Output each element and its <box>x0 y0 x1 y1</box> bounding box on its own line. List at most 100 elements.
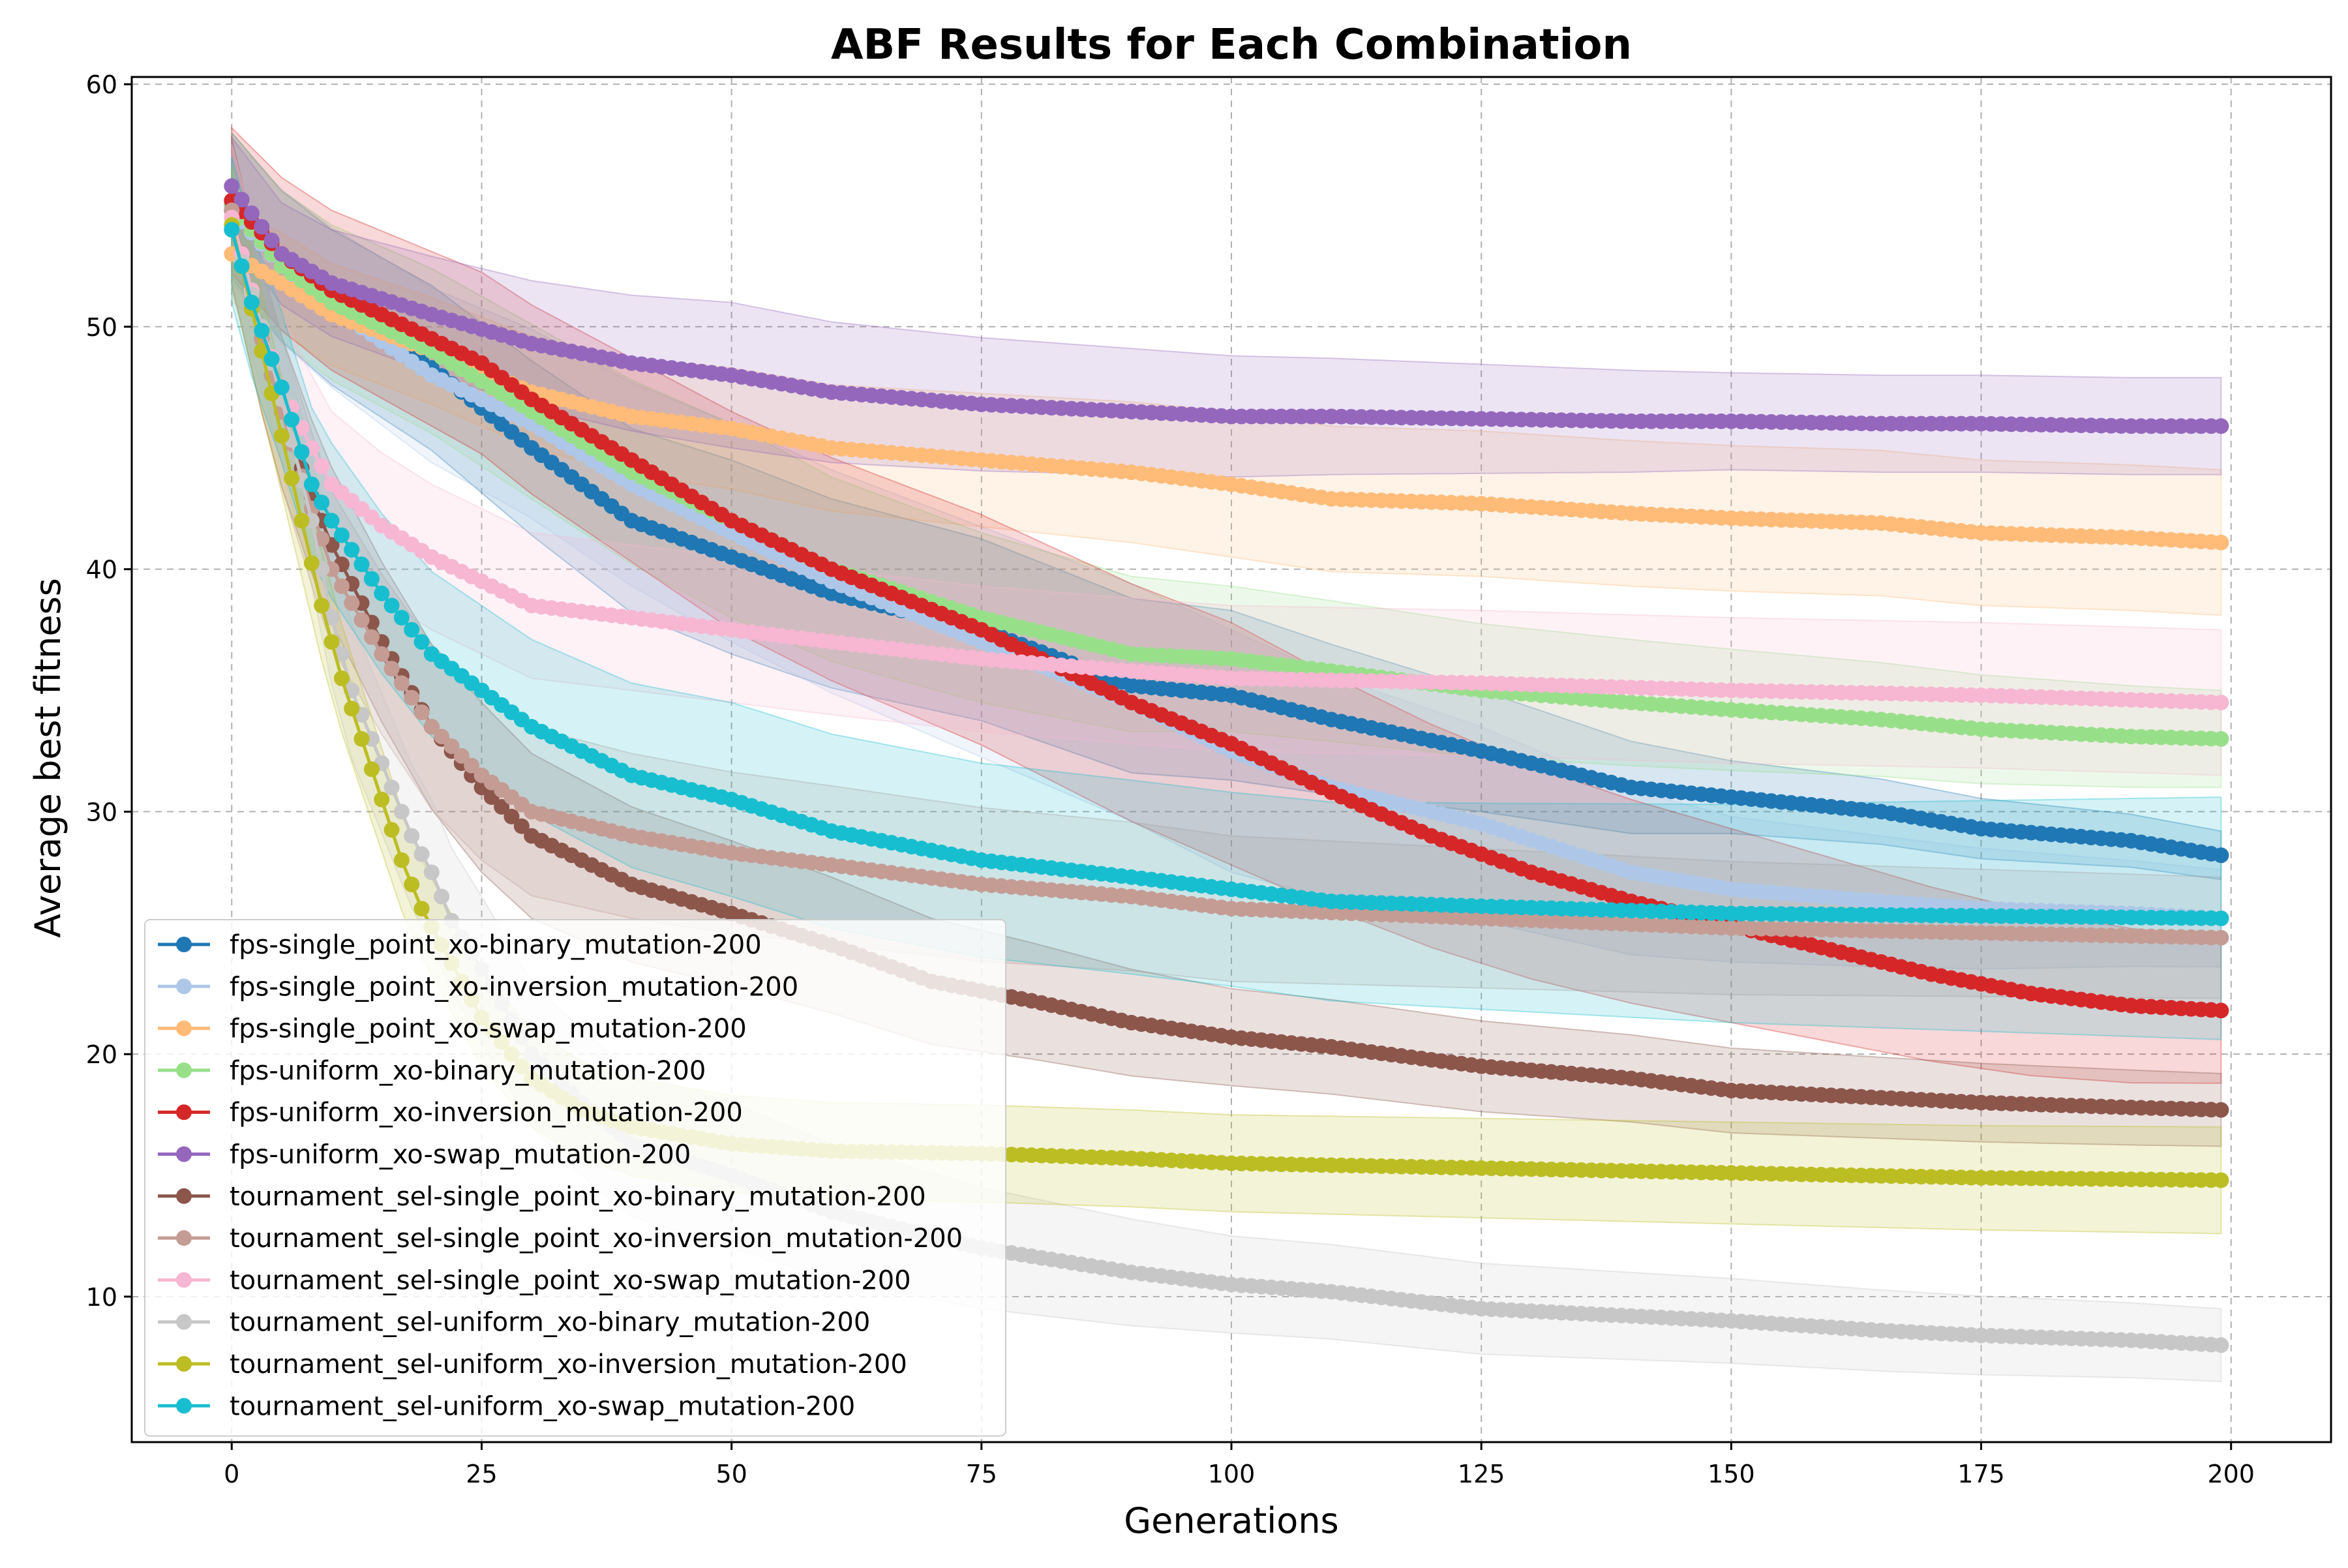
data-point <box>314 597 330 614</box>
legend-item: tournament_sel-uniform_xo-swap_mutation-… <box>158 1391 855 1421</box>
data-point <box>363 571 380 587</box>
legend-label: tournament_sel-uniform_xo-inversion_muta… <box>230 1349 907 1380</box>
data-point <box>2213 731 2229 747</box>
legend-item: tournament_sel-uniform_xo-binary_mutatio… <box>158 1308 870 1338</box>
data-point <box>393 852 410 868</box>
data-point <box>414 634 430 650</box>
y-tick-label: 60 <box>86 70 117 99</box>
legend-swatch-marker <box>176 1356 192 1372</box>
legend-swatch-marker <box>176 1020 192 1036</box>
y-tick-label: 50 <box>86 313 117 342</box>
legend-label: tournament_sel-single_point_xo-inversion… <box>230 1224 963 1254</box>
data-point <box>404 689 420 706</box>
x-tick-label: 150 <box>1708 1460 1755 1488</box>
data-point <box>434 888 450 905</box>
legend-label: tournament_sel-uniform_xo-binary_mutatio… <box>230 1308 870 1338</box>
data-point <box>504 808 520 824</box>
data-point <box>254 323 270 339</box>
data-point <box>324 513 340 529</box>
legend-swatch-marker <box>176 978 192 995</box>
data-point <box>2213 911 2229 926</box>
legend-label: tournament_sel-uniform_xo-swap_mutation-… <box>230 1391 855 1421</box>
legend-item: tournament_sel-single_point_xo-binary_mu… <box>158 1182 926 1212</box>
data-point <box>374 646 390 662</box>
legend-swatch-marker <box>176 1188 192 1204</box>
data-point <box>333 671 350 686</box>
data-point <box>393 675 410 691</box>
series-7 <box>224 202 2229 946</box>
data-point <box>374 585 390 601</box>
data-point <box>2213 1172 2229 1188</box>
y-tick-label: 30 <box>86 798 117 826</box>
data-point <box>2213 1337 2229 1353</box>
band-series-4 <box>231 126 2222 1084</box>
series-5 <box>224 178 2229 434</box>
series-4 <box>224 192 2229 1019</box>
data-point <box>314 458 330 474</box>
legend-item: fps-uniform_xo-swap_mutation-200 <box>158 1140 691 1170</box>
data-point <box>284 412 300 428</box>
data-point <box>284 470 300 487</box>
x-tick-label: 50 <box>715 1460 747 1488</box>
data-point <box>434 729 450 745</box>
data-point <box>384 661 400 677</box>
data-point <box>414 901 430 917</box>
legend-swatch-marker <box>176 1272 192 1288</box>
legend-box <box>144 919 1006 1437</box>
data-point <box>333 578 350 594</box>
data-point <box>464 757 480 774</box>
legend-label: tournament_sel-single_point_xo-binary_mu… <box>230 1182 926 1212</box>
data-point <box>404 622 420 638</box>
legend-label: tournament_sel-single_point_xo-swap_muta… <box>230 1265 911 1295</box>
data-point <box>354 731 370 747</box>
legend-item: tournament_sel-single_point_xo-swap_muta… <box>158 1265 911 1295</box>
data-point <box>404 828 420 844</box>
data-point <box>2213 929 2229 946</box>
confidence-bands <box>231 126 2222 1383</box>
band-series-8 <box>231 144 2222 776</box>
data-point <box>344 595 360 611</box>
series-8 <box>224 209 2229 711</box>
data-point <box>513 818 530 834</box>
data-point <box>294 444 310 460</box>
y-axis-label: Average best fitness <box>27 578 68 938</box>
data-point <box>384 597 400 614</box>
legend-item: tournament_sel-single_point_xo-inversion… <box>158 1224 963 1254</box>
data-point <box>393 610 410 626</box>
y-tick-label: 40 <box>86 556 117 584</box>
data-point <box>444 738 460 755</box>
legend-label: fps-uniform_xo-binary_mutation-200 <box>230 1056 706 1086</box>
data-point <box>344 541 360 558</box>
band-series-1 <box>231 136 2222 970</box>
data-point <box>263 232 280 249</box>
data-point <box>414 846 430 862</box>
y-tick-label: 20 <box>86 1040 117 1069</box>
legend-item: fps-single_point_xo-swap_mutation-200 <box>158 1014 747 1044</box>
data-point <box>374 791 390 807</box>
data-point <box>303 555 320 571</box>
data-point <box>333 527 350 543</box>
data-point <box>233 192 250 208</box>
data-point <box>2213 695 2229 711</box>
legend-item: fps-single_point_xo-inversion_mutation-2… <box>158 972 798 1002</box>
legend-label: fps-single_point_xo-inversion_mutation-2… <box>230 972 798 1002</box>
data-point <box>224 178 240 194</box>
legend-item: fps-uniform_xo-inversion_mutation-200 <box>158 1098 743 1128</box>
data-point <box>333 646 350 662</box>
data-point <box>404 877 420 892</box>
data-point <box>273 428 290 444</box>
data-point <box>224 222 240 238</box>
data-point <box>2213 534 2229 550</box>
legend-swatch-marker <box>176 1314 192 1330</box>
data-point <box>363 761 380 777</box>
chart-title: ABF Results for Each Combination <box>831 21 1632 69</box>
legend-item: fps-single_point_xo-binary_mutation-200 <box>158 930 762 960</box>
band-series-0 <box>231 130 2222 881</box>
data-point <box>354 612 370 628</box>
y-tick-label: 10 <box>86 1283 117 1312</box>
legend-swatch-marker <box>176 1230 192 1246</box>
data-point <box>303 476 320 492</box>
x-tick-label: 25 <box>466 1460 497 1488</box>
legend-label: fps-uniform_xo-swap_mutation-200 <box>230 1140 691 1170</box>
data-point <box>423 719 440 735</box>
